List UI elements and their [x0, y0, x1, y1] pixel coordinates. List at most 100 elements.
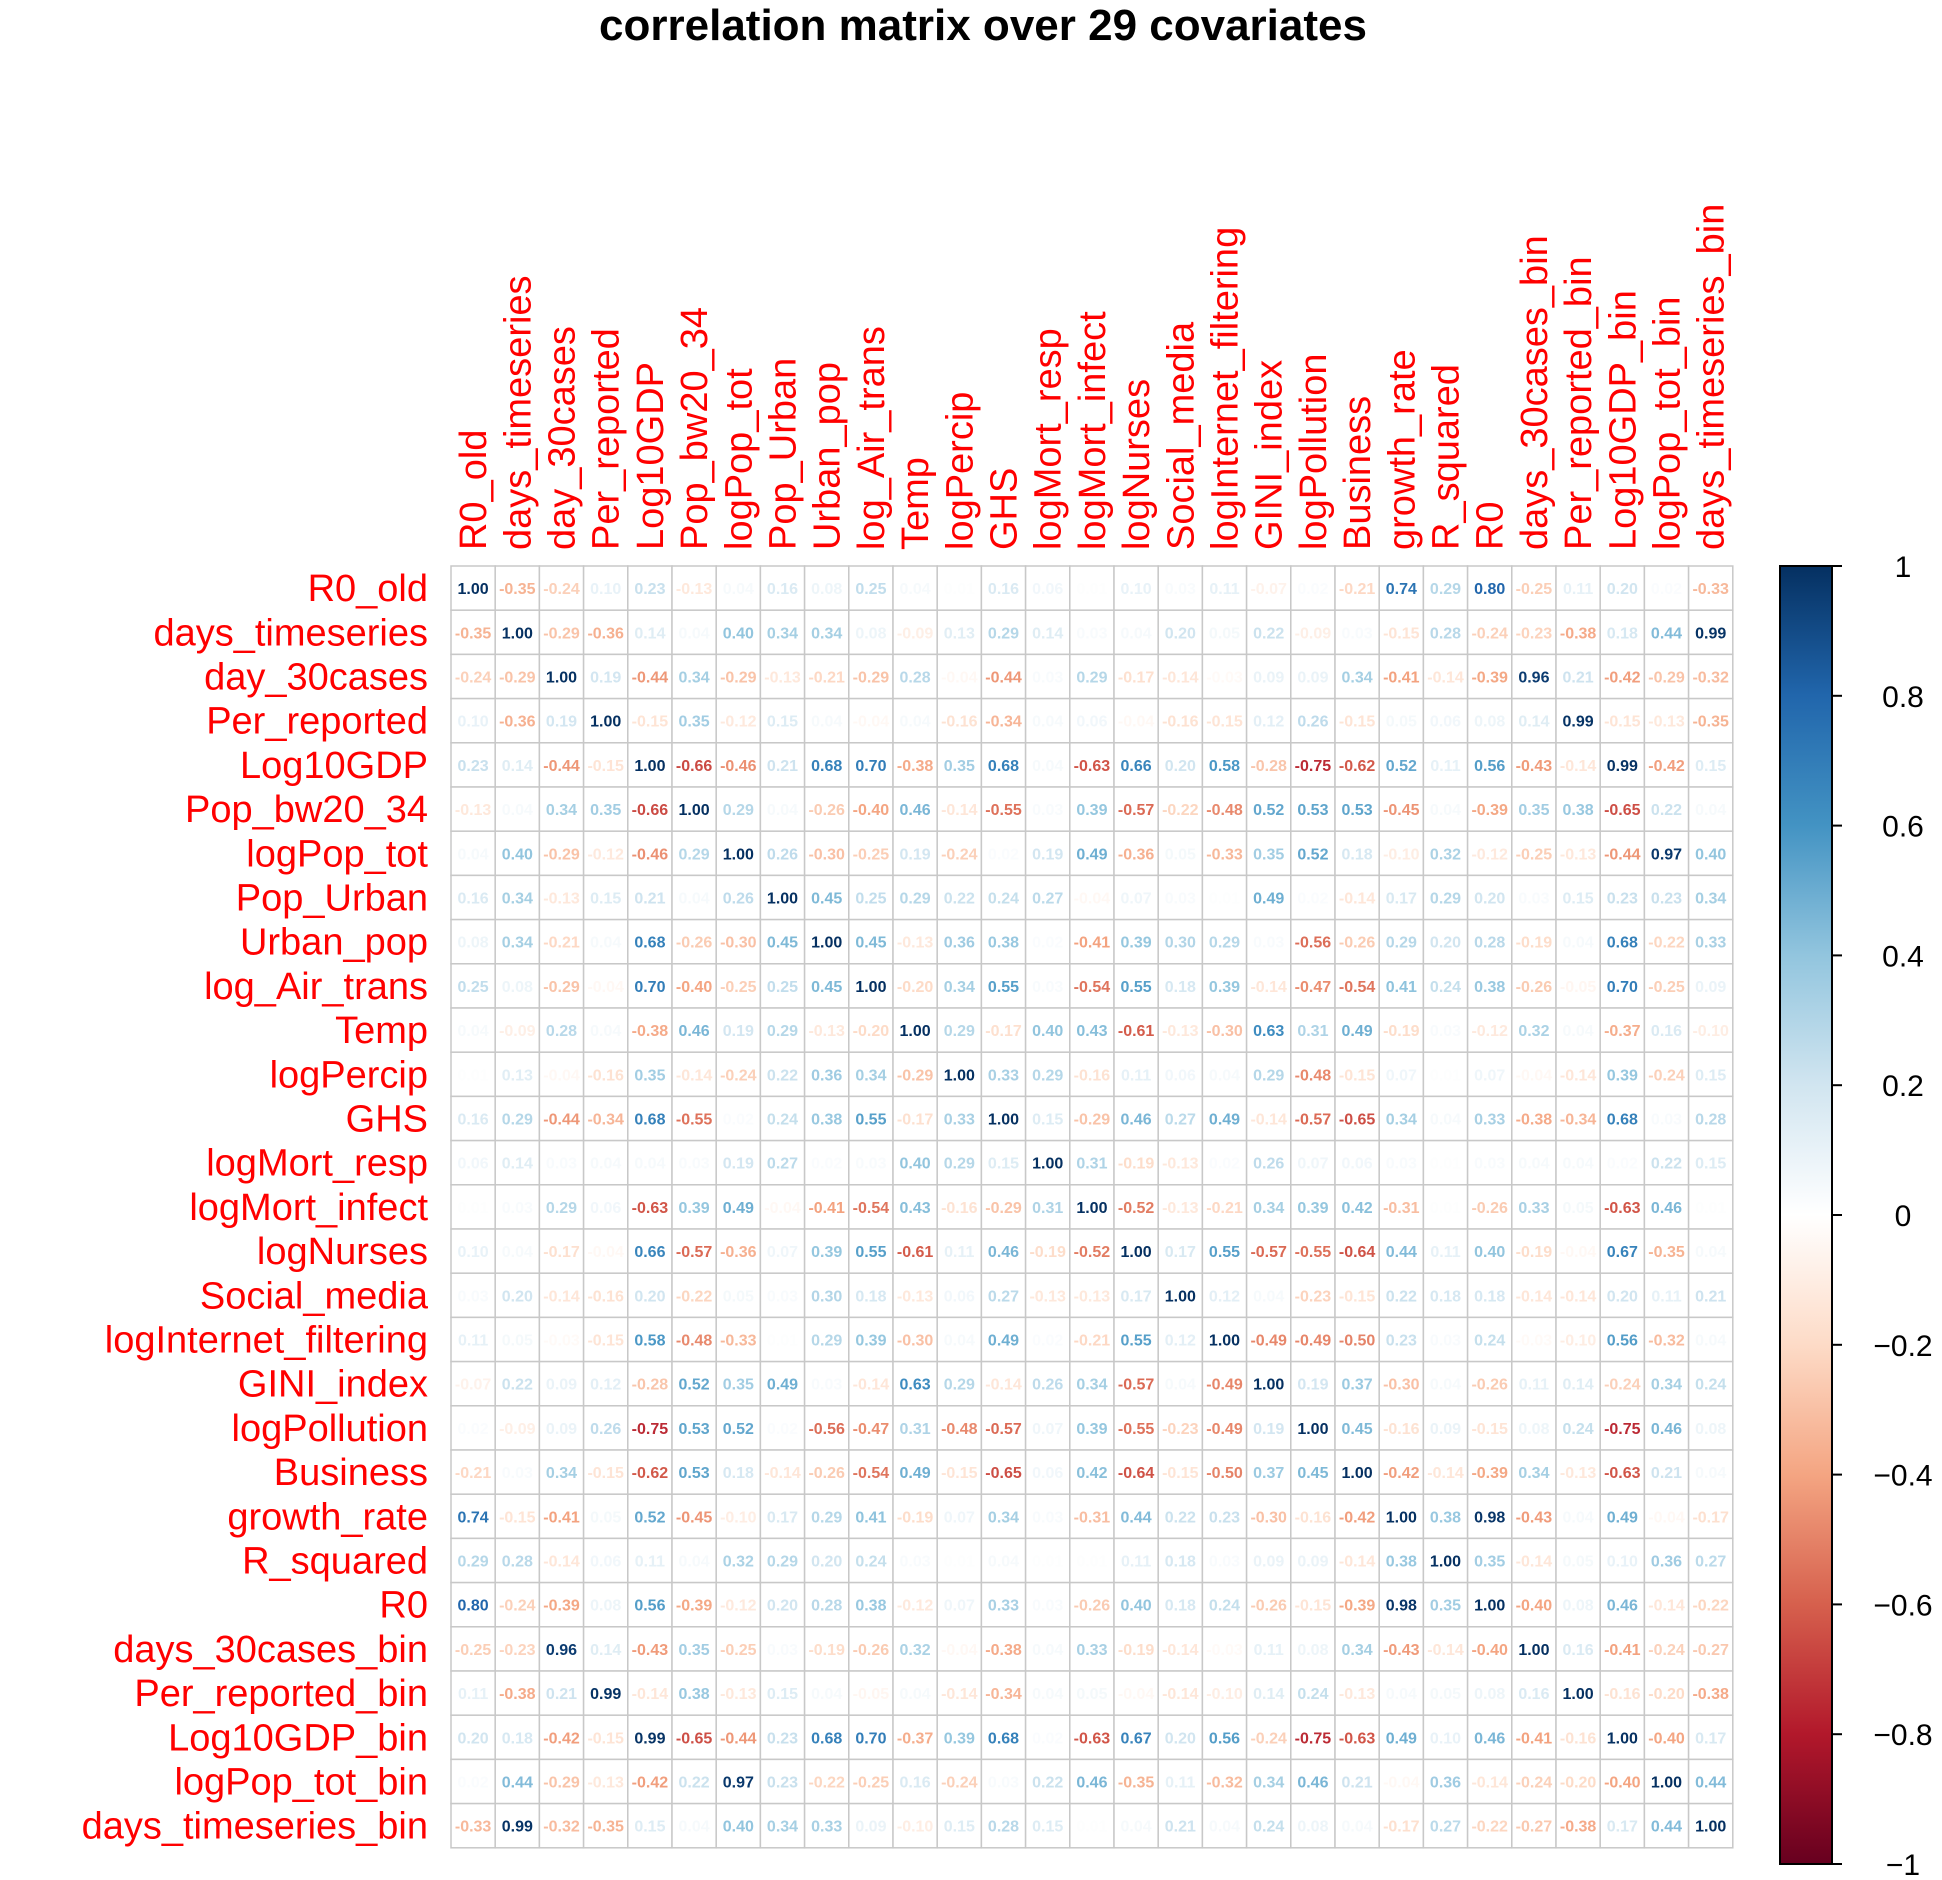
cell-value: -0.14: [1560, 1288, 1597, 1305]
matrix-cell: [848, 653, 894, 700]
cell-value: 0.07: [1297, 1156, 1328, 1173]
matrix-cell: [671, 742, 717, 788]
cell-value: -0.24: [1604, 1377, 1641, 1394]
matrix-cell: [715, 1051, 762, 1098]
matrix-cell: [494, 918, 541, 965]
cell-value: -0.15: [1604, 714, 1641, 731]
cell-value: 0.04: [944, 1333, 975, 1350]
cell-value: 0.34: [679, 670, 710, 687]
matrix-cell: [450, 653, 496, 700]
matrix-cell: [1555, 1184, 1601, 1230]
matrix-cell: [715, 609, 762, 656]
cell-value: -0.48: [941, 1421, 978, 1438]
cell-value: 0.07: [1032, 1421, 1063, 1438]
cell-value: 0.17: [1607, 1819, 1638, 1836]
matrix-cell: [538, 653, 585, 700]
cell-value: -0.14: [1516, 1288, 1553, 1305]
matrix-cell: [494, 1626, 541, 1672]
matrix-cell: [1201, 653, 1248, 700]
cell-value: -0.42: [543, 1730, 580, 1747]
cell-value: 1.00: [1518, 1642, 1549, 1659]
cell-value: 0.01: [767, 1333, 798, 1350]
cell-value: -0.35: [1118, 1775, 1155, 1792]
matrix-cell: [848, 1449, 894, 1495]
matrix-cell: [1555, 1581, 1601, 1628]
cell-value: -0.04: [1118, 1686, 1155, 1703]
cell-value: -0.14: [1560, 1067, 1597, 1084]
cell-value: -0.10: [897, 1819, 934, 1836]
cell-value: 1.00: [502, 625, 533, 642]
cell-value: -0.05: [1560, 979, 1597, 996]
cell-value: 1.00: [1121, 1244, 1152, 1261]
cell-value: 0.58: [1209, 758, 1240, 775]
cell-value: 0.24: [767, 1112, 798, 1129]
matrix-cell: [627, 1626, 673, 1672]
cell-value: -0.20: [1648, 1686, 1685, 1703]
cell-value: 1.00: [1209, 1333, 1240, 1350]
row-label: Business: [274, 1452, 428, 1494]
matrix-cell: [1511, 697, 1557, 744]
matrix-cell: [1687, 1714, 1734, 1761]
cell-value: 0.20: [1607, 1288, 1638, 1305]
cell-value: 0.29: [1386, 935, 1417, 952]
matrix-cell: [848, 1184, 894, 1230]
matrix-cell: [759, 1007, 806, 1053]
matrix-cell: [1511, 1360, 1557, 1407]
cell-value: 0.29: [1209, 935, 1240, 952]
cell-value: -0.38: [985, 1642, 1022, 1659]
matrix-cell: [1555, 1051, 1601, 1098]
cell-value: 0.99: [634, 1730, 665, 1747]
matrix-cell: [1334, 1051, 1380, 1098]
cell-value: 0.27: [767, 1156, 798, 1173]
cell-value: -0.22: [1648, 935, 1685, 952]
cell-value: 0.05: [590, 1509, 621, 1526]
cell-value: 0.28: [1474, 935, 1505, 952]
row-label: day_30cases: [204, 657, 428, 699]
cell-value: -0.75: [1295, 758, 1332, 775]
cell-value: -0.15: [1383, 625, 1420, 642]
cell-value: -0.34: [985, 714, 1022, 731]
cell-value: -0.28: [632, 1377, 669, 1394]
cell-value: -0.35: [1692, 714, 1729, 731]
cell-value: -0.35: [1648, 1244, 1685, 1261]
cell-value: 0.26: [1032, 1377, 1063, 1394]
cell-value: 0.09: [1430, 1421, 1461, 1438]
cell-value: 0.18: [723, 1465, 754, 1482]
cell-value: 0.06: [1032, 581, 1063, 598]
cell-value: 0.52: [723, 1421, 754, 1438]
cell-value: 0.11: [1121, 1554, 1151, 1571]
matrix-cell: [450, 1360, 496, 1407]
matrix-cell: [494, 1493, 541, 1540]
cell-value: -0.04: [941, 670, 978, 687]
matrix-cell: [848, 1316, 894, 1363]
cell-value: 1.00: [679, 802, 710, 819]
cell-value: 0.46: [1474, 1730, 1505, 1747]
cell-value: 0.28: [1695, 1112, 1726, 1129]
matrix-cell: [450, 1493, 496, 1540]
cell-value: -0.62: [1339, 758, 1376, 775]
cell-value: 0.46: [1651, 1200, 1682, 1217]
column-label: Log10GDP_bin: [1602, 290, 1644, 550]
cell-value: -0.21: [455, 1465, 492, 1482]
cell-value: -0.25: [1516, 581, 1553, 598]
matrix-cell: [538, 1802, 585, 1849]
row-label: logNurses: [257, 1231, 428, 1273]
cell-value: 0.52: [679, 1377, 710, 1394]
cell-value: -0.22: [676, 1288, 713, 1305]
matrix-cell: [1422, 786, 1469, 832]
cell-value: -0.36: [587, 625, 624, 642]
matrix-cell: [1555, 1670, 1601, 1716]
row-label: Per_reported_bin: [134, 1673, 428, 1715]
matrix-cell: [1290, 1670, 1336, 1716]
cell-value: 0.15: [767, 714, 798, 731]
cell-value: 0.20: [1607, 581, 1638, 598]
cell-value: 0.29: [546, 1200, 577, 1217]
cell-value: 0.15: [1695, 1067, 1726, 1084]
cell-value: -0.30: [808, 846, 845, 863]
matrix-cell: [1069, 786, 1115, 832]
row-label: growth_rate: [227, 1496, 428, 1538]
matrix-cell: [1599, 963, 1646, 1009]
matrix-cell: [1245, 830, 1292, 877]
cell-value: 0.04: [811, 714, 842, 731]
cell-value: -0.19: [1118, 1642, 1155, 1659]
